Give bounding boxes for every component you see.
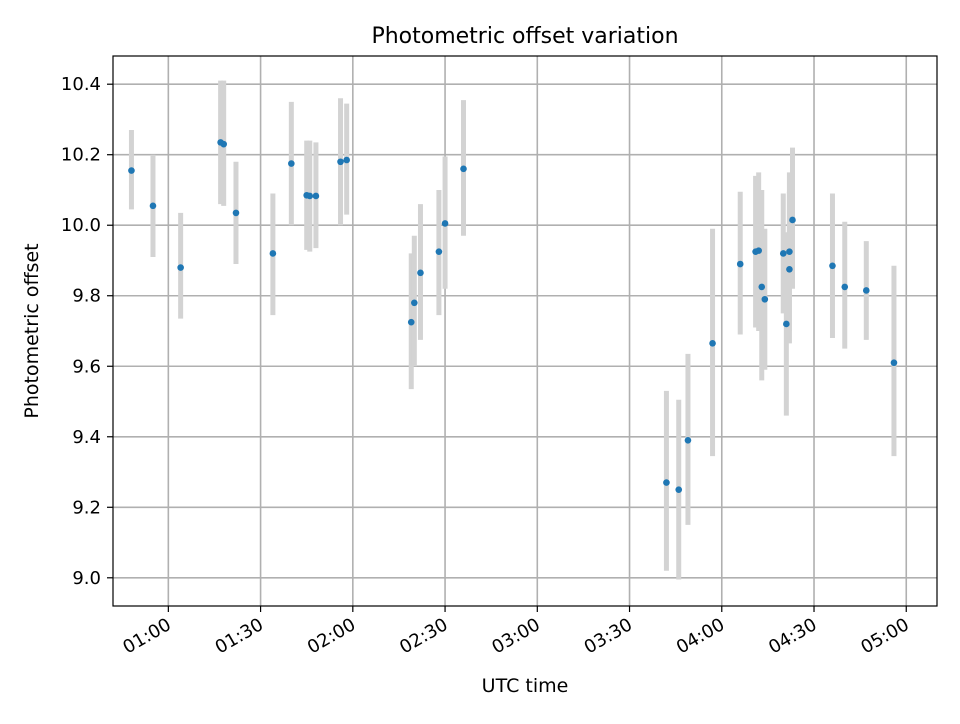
x-axis-label: UTC time [482, 675, 569, 697]
plot-frame [112, 55, 938, 607]
data-point [306, 192, 314, 200]
chart-title: Photometric offset variation [371, 24, 678, 49]
y-axis-ticks: 9.0 9.2 9.4 9.6 9.8 10.0 10.2 10.4 [61, 74, 113, 589]
data-point [128, 167, 135, 174]
data-point [312, 192, 320, 200]
data-point [411, 299, 418, 307]
data-point [288, 160, 295, 167]
data-point [786, 266, 793, 273]
data-point [862, 287, 870, 294]
data-point [789, 216, 796, 224]
data-point [755, 247, 762, 254]
data-point [761, 295, 769, 303]
y-tick-label: 10.4 [61, 74, 101, 95]
data-point [417, 269, 424, 277]
y-tick-label: 10.2 [61, 145, 101, 166]
data-point [232, 209, 240, 217]
grid-lines [113, 56, 937, 606]
data-point [829, 262, 836, 270]
data-point [663, 479, 670, 486]
data-points [128, 139, 898, 493]
y-tick-label: 9.2 [72, 497, 101, 518]
data-point [779, 250, 787, 257]
data-point [435, 248, 443, 255]
data-point [786, 248, 793, 255]
y-tick-label: 9.6 [72, 356, 101, 377]
data-point [736, 260, 744, 268]
data-point [149, 202, 157, 210]
y-tick-label: 10.0 [61, 215, 101, 236]
y-axis-label: Photometric offset [21, 243, 43, 418]
data-point [841, 283, 849, 291]
data-point [343, 156, 350, 164]
data-point [337, 158, 344, 166]
data-point [460, 165, 467, 173]
data-point [269, 250, 277, 257]
y-tick-label: 9.8 [72, 286, 101, 307]
data-point [783, 320, 790, 328]
y-tick-label: 9.4 [72, 427, 101, 448]
data-point [441, 220, 449, 227]
data-point [758, 283, 766, 291]
data-point [177, 264, 184, 271]
data-point [675, 486, 683, 493]
data-point [684, 436, 692, 444]
data-point [709, 340, 716, 347]
data-point [890, 359, 898, 367]
data-point [220, 140, 227, 148]
y-tick-label: 9.0 [72, 568, 101, 589]
data-point [407, 318, 415, 326]
